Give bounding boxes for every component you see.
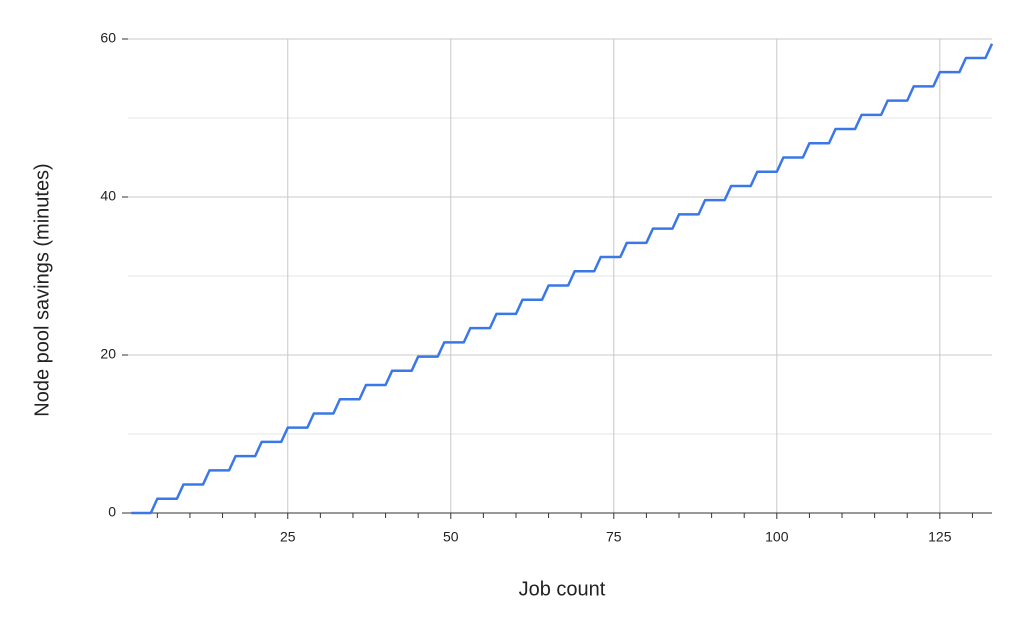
x-tick-label: 100 — [765, 529, 789, 545]
line-series — [131, 43, 994, 515]
y-tick-label: 0 — [108, 504, 116, 520]
y-axis-label: Node pool savings (minutes) — [31, 163, 53, 416]
x-tick-label: 25 — [280, 529, 296, 545]
x-axis-label: Job count — [519, 578, 606, 600]
y-tick-label: 40 — [100, 188, 116, 204]
x-tick-label: 50 — [443, 529, 459, 545]
x-tick-label: 125 — [928, 529, 952, 545]
y-tick-label: 60 — [100, 30, 116, 46]
x-tick-label: 75 — [606, 529, 622, 545]
y-tick-label: 20 — [100, 346, 116, 362]
